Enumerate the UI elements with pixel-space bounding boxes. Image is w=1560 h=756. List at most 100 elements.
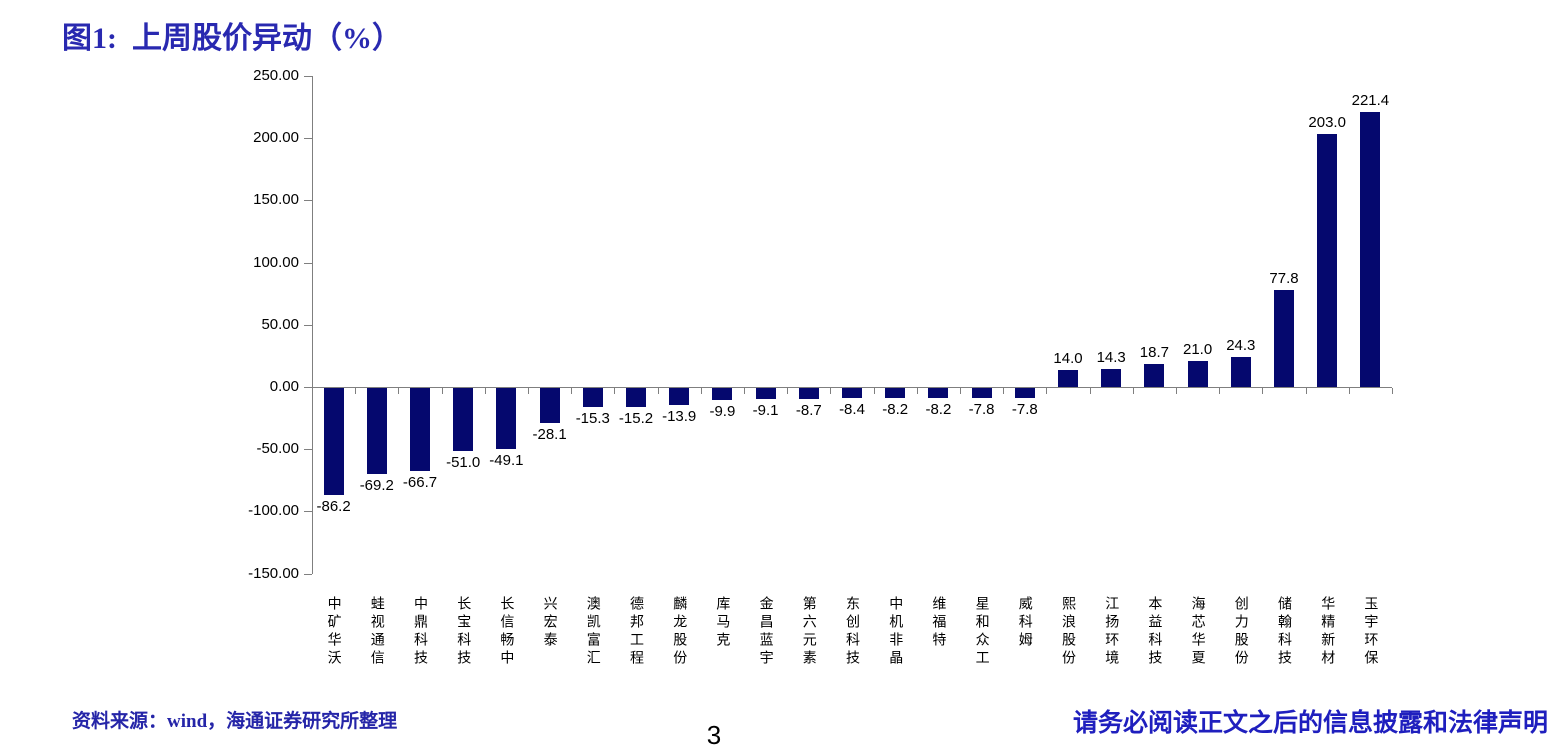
category-label: 创力股份 — [1232, 596, 1249, 668]
category-label: 本益科技 — [1146, 596, 1163, 668]
bar-value-label: -69.2 — [359, 477, 394, 495]
category-label: 兴宏泰 — [541, 596, 558, 650]
y-axis-line — [312, 76, 313, 574]
bar-value-label: 77.8 — [1269, 270, 1299, 288]
x-axis-line — [312, 387, 1392, 388]
chart-bar — [323, 388, 344, 496]
category-label: 储翰科技 — [1276, 596, 1292, 668]
x-tick — [744, 388, 745, 394]
y-tick-label: 100.00 — [253, 253, 299, 271]
x-tick — [1003, 388, 1005, 394]
chart-bar — [669, 388, 690, 406]
category-label: 玉宇环保 — [1362, 596, 1379, 668]
category-label: 德邦工程 — [628, 596, 644, 668]
x-tick — [1392, 388, 1393, 394]
y-tick-label: -50.00 — [256, 440, 299, 458]
category-label: 长信畅中 — [498, 596, 515, 668]
bar-value-label: -7.8 — [1011, 400, 1038, 418]
chart-bar — [582, 388, 603, 408]
chart-bar — [1187, 360, 1208, 387]
bar-value-label: -8.7 — [795, 401, 822, 419]
disclaimer-text: 请务必阅读正文之后的信息披露和法律声明 — [1072, 710, 1548, 737]
category-label: 江扬环境 — [1103, 596, 1120, 668]
x-tick — [571, 388, 573, 394]
y-tick-label: 250.00 — [253, 67, 299, 84]
chart-bar — [1274, 290, 1294, 387]
category-label: 蛙视通信 — [368, 596, 385, 668]
chart-bar — [928, 388, 949, 399]
x-tick — [960, 388, 961, 394]
bar-value-label: 24.3 — [1226, 336, 1256, 354]
category-label: 中机非晶 — [887, 596, 904, 668]
y-tick-label: -100.00 — [248, 502, 299, 520]
chart-bar — [1230, 356, 1251, 387]
bar-value-label: -51.0 — [446, 454, 481, 472]
x-tick — [1132, 388, 1134, 394]
category-label: 澳凯富汇 — [584, 596, 601, 668]
y-tick — [304, 449, 312, 451]
bar-value-label: -9.1 — [752, 402, 779, 420]
chart-bar — [453, 388, 474, 452]
category-label: 金昌蓝宇 — [757, 596, 774, 668]
y-tick — [304, 324, 312, 326]
category-label: 长宝科技 — [455, 596, 472, 668]
x-tick — [1348, 388, 1350, 394]
bar-value-label: 21.0 — [1182, 340, 1213, 358]
x-tick — [1176, 388, 1177, 394]
y-tick — [304, 387, 312, 388]
x-tick — [441, 388, 443, 394]
x-tick — [484, 388, 486, 394]
category-label: 麟龙股份 — [671, 596, 688, 668]
bar-value-label: -15.3 — [575, 410, 610, 428]
bar-value-label: -66.7 — [402, 473, 438, 491]
x-tick — [787, 388, 789, 394]
chart-bar — [798, 388, 819, 399]
category-label: 威科姆 — [1016, 596, 1033, 650]
y-tick — [304, 76, 312, 77]
y-tick — [304, 138, 312, 140]
chart-bar — [1101, 369, 1122, 387]
bar-chart: 250.00 200.00 150.00 100.00 50.00 0.00 -50.00 -… — [248, 67, 1393, 668]
bar-value-label: -8.4 — [839, 401, 865, 419]
bar-value-label: -28.1 — [532, 425, 567, 443]
x-tick — [1219, 388, 1221, 394]
bar-value-label: -8.2 — [882, 401, 909, 419]
category-label: 海芯华夏 — [1189, 596, 1206, 668]
x-tick — [1089, 388, 1091, 394]
bar-value-label: -13.9 — [662, 408, 697, 426]
bar-value-label: -86.2 — [316, 498, 351, 516]
chart-bar — [366, 388, 387, 475]
x-tick — [1305, 388, 1307, 394]
category-label: 中鼎科技 — [412, 596, 428, 668]
x-tick — [528, 388, 529, 394]
x-tick — [873, 388, 875, 394]
chart-bar — [1144, 363, 1165, 387]
chart-bar — [626, 388, 646, 407]
bar-value-label: -15.2 — [618, 409, 654, 427]
category-label: 熙浪股份 — [1060, 596, 1076, 668]
category-label: 中矿华沃 — [325, 596, 342, 668]
category-label: 星和众工 — [973, 596, 990, 668]
category-label: 维福特 — [930, 596, 947, 650]
chart-bar — [1317, 134, 1338, 387]
x-tick — [830, 388, 832, 394]
bar-value-label: 203.0 — [1308, 114, 1346, 132]
y-tick — [304, 511, 312, 513]
chart-bar — [410, 388, 430, 471]
bar-value-label: 14.0 — [1053, 349, 1083, 367]
chart-bar — [842, 388, 862, 399]
chart-bar — [496, 388, 517, 450]
category-label: 东创科技 — [844, 596, 860, 668]
bar-value-label: 18.7 — [1139, 343, 1169, 361]
chart-bar — [539, 388, 560, 423]
chart-bar — [712, 388, 733, 401]
page-number: 3 — [706, 720, 722, 750]
y-tick-label: 150.00 — [253, 191, 299, 209]
bar-value-label: -9.9 — [709, 403, 736, 421]
chart-title: 图1: 上周股价异动（%） — [62, 22, 402, 55]
chart-bar — [755, 388, 776, 400]
chart-bar — [885, 388, 906, 399]
x-tick — [1262, 388, 1264, 394]
category-label: 库马克 — [714, 596, 731, 650]
